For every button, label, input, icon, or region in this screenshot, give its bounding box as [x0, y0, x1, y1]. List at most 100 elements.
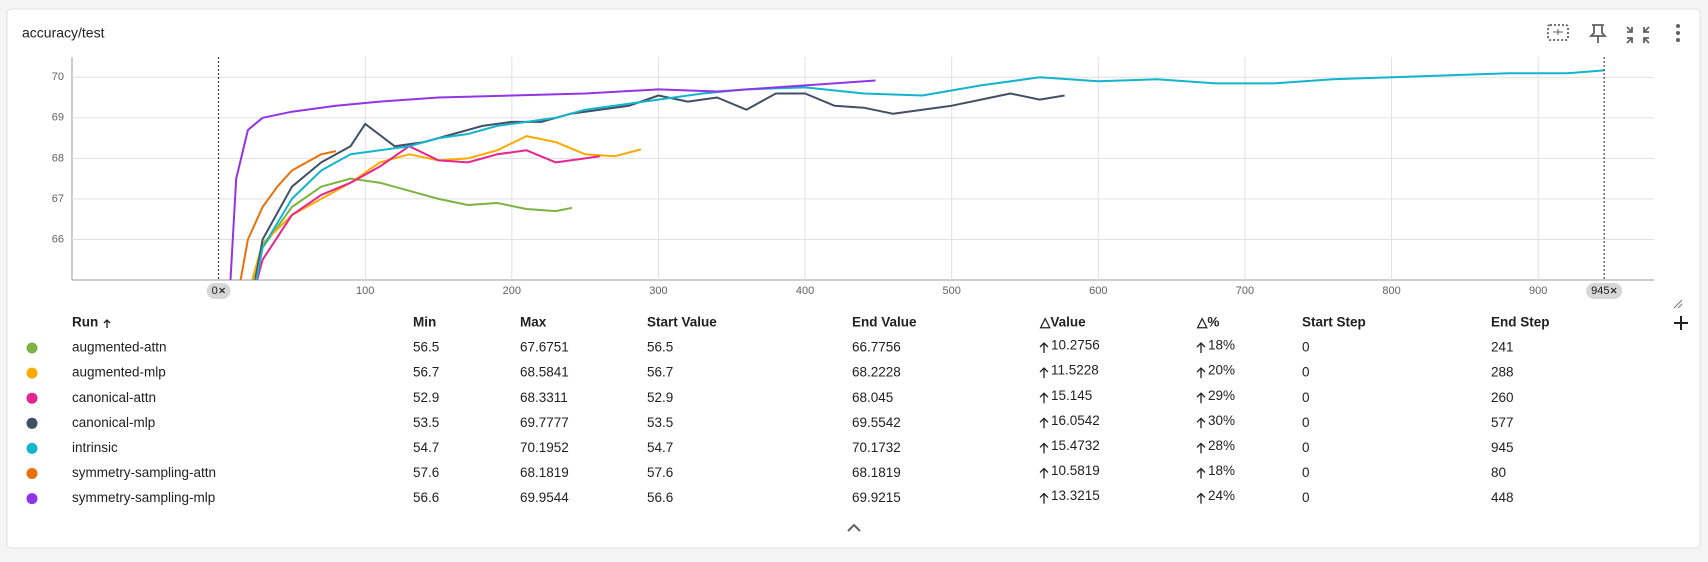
sort-arrow[interactable] — [103, 319, 111, 328]
table-cell: 260 — [1491, 390, 1514, 405]
collapse-button[interactable] — [1626, 26, 1650, 44]
y-tick-label: 68 — [52, 152, 64, 164]
x-tick-label: 600 — [1089, 285, 1107, 297]
x-tick-label: 300 — [649, 285, 667, 297]
plot-lines — [229, 69, 1605, 280]
table-cell: 10.2756 — [1051, 338, 1100, 353]
column-header: Start Step — [1302, 315, 1366, 330]
badge-bg — [206, 283, 231, 299]
series-line — [255, 69, 1605, 280]
resize-handle[interactable] — [1673, 299, 1683, 309]
y-tick-label: 67 — [52, 193, 64, 205]
table-cell: 54.7 — [647, 440, 673, 455]
table-cell: 0 — [1302, 340, 1310, 355]
run-name: canonical-mlp — [72, 415, 155, 430]
table-cell: 53.5 — [647, 415, 673, 430]
table-cell: 16.0542 — [1051, 413, 1100, 428]
run-name: canonical-attn — [72, 390, 156, 405]
table-cell: 69.5542 — [852, 415, 901, 430]
column-header: △Value — [1039, 315, 1086, 330]
column-header: End Step — [1491, 315, 1550, 330]
table-cell: 70.1952 — [520, 440, 569, 455]
table-cell: 288 — [1491, 365, 1514, 380]
more-button[interactable] — [1676, 24, 1680, 42]
run-color — [26, 493, 38, 505]
series-line — [251, 135, 642, 280]
column-header: △% — [1196, 315, 1219, 330]
table-cell: 577 — [1491, 415, 1514, 430]
badge-close — [219, 287, 226, 294]
table-cell: 52.9 — [647, 390, 673, 405]
up-arrow — [1039, 442, 1049, 454]
table-cell: 945 — [1491, 440, 1514, 455]
toolbar — [1547, 24, 1680, 44]
run-name: augmented-attn — [72, 340, 167, 355]
x-tick-label: 100 — [356, 285, 374, 297]
table-cell: 80 — [1491, 465, 1506, 480]
table-cell: 15.4732 — [1051, 438, 1100, 453]
up-arrow — [1196, 367, 1206, 379]
up-arrow — [1196, 467, 1206, 479]
table-cell: 0 — [1302, 365, 1310, 380]
table-cell: 0 — [1302, 440, 1310, 455]
badge-label: 945 — [1591, 285, 1609, 297]
table-cell: 57.6 — [413, 465, 439, 480]
table-cell: 29% — [1208, 388, 1235, 403]
run-color — [26, 468, 38, 479]
table-cell: 68.2228 — [852, 365, 901, 380]
table-cell: 56.5 — [647, 340, 673, 355]
fit-domain-button[interactable] — [1547, 24, 1569, 41]
y-tick-label: 69 — [52, 112, 64, 124]
column-header: Min — [413, 315, 436, 330]
run-color — [26, 342, 38, 354]
table-cell: 24% — [1208, 488, 1235, 503]
expand-table-button[interactable] — [847, 523, 861, 532]
run-name: augmented-mlp — [72, 365, 166, 380]
badge-close — [1610, 287, 1617, 294]
table-cell: 20% — [1208, 363, 1235, 378]
x-tick-label: 700 — [1236, 285, 1254, 297]
table-cell: 0 — [1302, 415, 1310, 430]
table-cell: 56.5 — [413, 340, 439, 355]
table-cell: 11.5228 — [1051, 363, 1099, 378]
table-cell: 18% — [1208, 463, 1235, 478]
run-name: symmetry-sampling-mlp — [72, 490, 215, 505]
table-cell: 18% — [1208, 338, 1235, 353]
step-range-badge[interactable]: 945 — [1586, 283, 1623, 299]
table-cell: 0 — [1302, 490, 1310, 505]
table-cell: 28% — [1208, 438, 1235, 453]
x-tick-label: 900 — [1529, 285, 1547, 297]
step-range-badge[interactable]: 0 — [206, 283, 231, 299]
y-tick-label: 70 — [52, 71, 64, 83]
table-cell: 68.045 — [852, 390, 893, 405]
run-name: intrinsic — [72, 440, 118, 455]
up-arrow — [1196, 342, 1206, 353]
table-cell: 30% — [1208, 413, 1235, 428]
up-arrow — [1039, 467, 1049, 479]
table-cell: 57.6 — [647, 465, 673, 480]
pin-button[interactable] — [1588, 24, 1608, 43]
table-cell: 70.1732 — [852, 440, 901, 455]
table-cell: 0 — [1302, 465, 1310, 480]
add-column-button[interactable] — [1674, 316, 1688, 330]
run-name: symmetry-sampling-attn — [72, 465, 216, 480]
run-color — [26, 367, 38, 379]
table-cell: 68.3311 — [520, 390, 568, 405]
table-cell: 56.6 — [647, 490, 673, 505]
up-arrow — [1039, 417, 1049, 429]
up-arrow — [1196, 442, 1206, 454]
table-cell: 56.6 — [413, 490, 439, 505]
column-header: End Value — [852, 315, 917, 330]
table-cell: 68.1819 — [520, 465, 569, 480]
table-cell: 66.7756 — [852, 340, 901, 355]
x-tick-label: 500 — [943, 285, 961, 297]
table-cell: 54.7 — [413, 440, 439, 455]
table-cell: 56.7 — [413, 365, 439, 380]
series-line — [254, 92, 1065, 280]
table-cell: 69.9544 — [520, 490, 569, 505]
table-cell: 69.9215 — [852, 490, 901, 505]
table-cell: 52.9 — [413, 390, 439, 405]
table-cell: 448 — [1491, 490, 1514, 505]
table-cell: 10.5819 — [1051, 463, 1100, 478]
